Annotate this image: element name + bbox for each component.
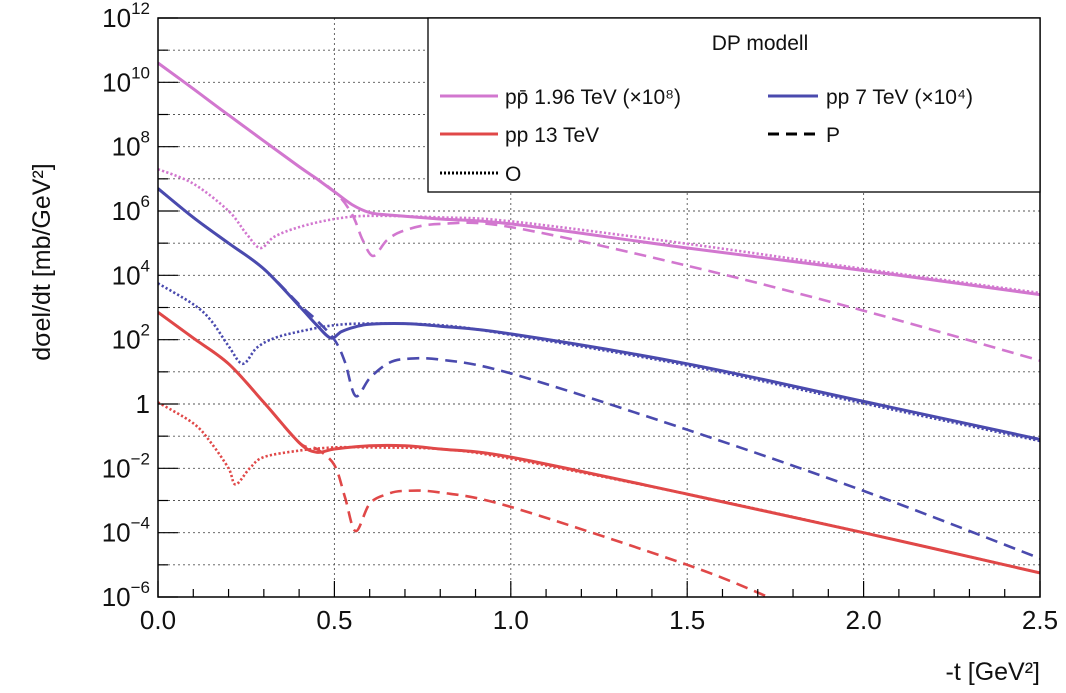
y-tick-label: 1012 bbox=[102, 0, 150, 33]
y-tick-label: 108 bbox=[112, 128, 150, 162]
y-tick-label: 106 bbox=[112, 192, 150, 226]
series-line-pp_13TeV-O bbox=[158, 401, 1040, 575]
legend-label-o: O bbox=[505, 163, 521, 186]
legend-label-pp7: pp 7 TeV (×10⁴) bbox=[826, 86, 973, 109]
y-tick-label: 10−6 bbox=[102, 578, 150, 612]
legend-header: DP modell bbox=[712, 32, 809, 55]
series-line-pp_7TeV_x1e4-total bbox=[158, 187, 1040, 441]
legend-label-ppbar: pp̄ 1.96 TeV (×10⁸) bbox=[505, 86, 681, 109]
y-tick-label: 1 bbox=[136, 389, 150, 419]
y-tick-label: 104 bbox=[112, 256, 150, 290]
y-tick-label: 102 bbox=[112, 321, 150, 355]
y-axis-title: dσel/dt [mb/GeV²] bbox=[28, 163, 56, 360]
x-axis-title: -t [GeV²] bbox=[946, 658, 1040, 686]
series-line-ppbar_1.96TeV_x1e8-O bbox=[158, 167, 1040, 295]
x-tick-label: 1.0 bbox=[493, 605, 529, 635]
x-tick-labels: 0.0 0.5 1.0 1.5 2.0 2.5 bbox=[140, 605, 1058, 635]
series-line-pp_13TeV-P bbox=[158, 311, 769, 597]
y-tick-label: 10−4 bbox=[102, 514, 150, 548]
series-line-pp_7TeV_x1e4-O bbox=[158, 282, 1040, 443]
y-tick-label: 10−2 bbox=[102, 449, 150, 483]
x-tick-label: 0.0 bbox=[140, 605, 176, 635]
x-tick-label: 2.5 bbox=[1022, 605, 1058, 635]
x-tick-label: 1.5 bbox=[669, 605, 705, 635]
series-line-pp_7TeV_x1e4-P bbox=[158, 187, 1040, 560]
y-tick-label: 1010 bbox=[102, 63, 150, 97]
axis-ticks bbox=[157, 17, 1041, 598]
legend-label-pp13: pp 13 TeV bbox=[505, 124, 599, 147]
x-tick-label: 2.0 bbox=[846, 605, 882, 635]
y-tick-labels: 10−6 10−4 10−2 1 102 104 106 108 1010 1012 bbox=[102, 0, 150, 612]
grid bbox=[158, 18, 1040, 597]
legend: DP modell pp̄ 1.96 TeV (×10⁸) pp 7 TeV (… bbox=[427, 17, 1041, 193]
series-layer bbox=[158, 61, 1040, 597]
legend-label-p: P bbox=[826, 124, 840, 147]
x-tick-label: 0.5 bbox=[316, 605, 352, 635]
legend-box bbox=[427, 17, 1041, 193]
